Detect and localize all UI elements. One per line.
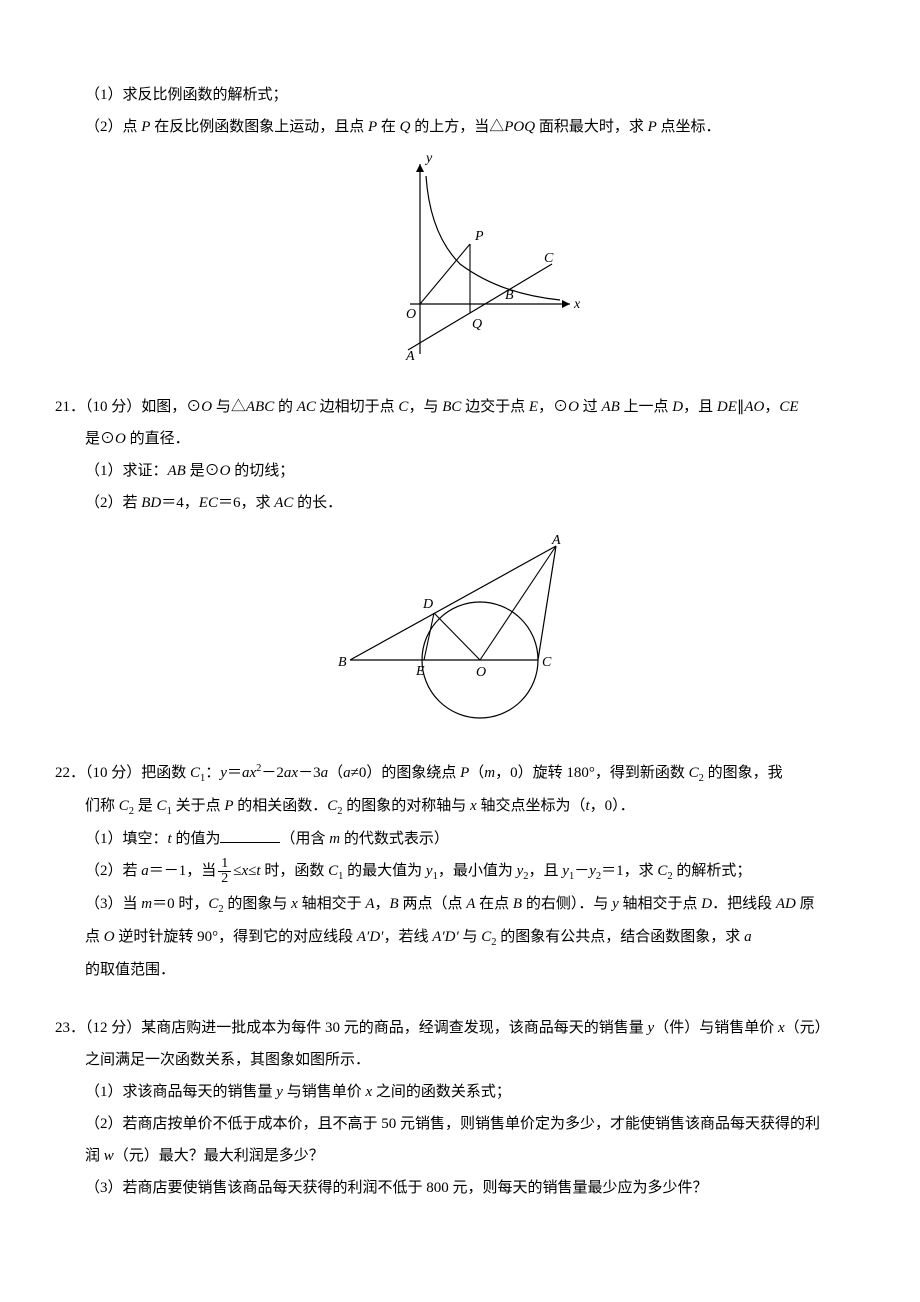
svg-text:B: B: [338, 655, 347, 670]
svg-text:E: E: [415, 664, 425, 679]
problem-22: 22．（10 分）把函数 C1：y＝ax2－2ax－3a（a≠0）的图象绕点 P…: [55, 758, 865, 985]
p23-sub2: （2）若商店按单价不低于成本价，且不高于 50 元销售，则销售单价定为多少，才能…: [55, 1109, 865, 1139]
svg-text:O: O: [476, 665, 486, 680]
svg-text:B: B: [505, 288, 514, 303]
problem-23: 23．（12 分）某商店购进一批成本为每件 30 元的商品，经调查发现，该商品每…: [55, 1013, 865, 1203]
p21-figure: A B C D E O: [55, 530, 865, 730]
p20-figure: y x O A P B C Q: [55, 154, 865, 364]
svg-text:x: x: [573, 297, 581, 312]
svg-text:A: A: [551, 533, 561, 548]
fraction-half: 12: [218, 857, 231, 886]
fill-blank: [220, 828, 280, 843]
svg-text:Q: Q: [472, 317, 482, 332]
svg-text:C: C: [542, 655, 552, 670]
p23-sub1: （1）求该商品每天的销售量 y 与销售单价 x 之间的函数关系式；: [55, 1077, 865, 1107]
p22-sub3: （3）当 m＝0 时，C2 的图象与 x 轴相交于 A，B 两点（点 A 在点 …: [55, 889, 865, 920]
svg-text:A: A: [405, 349, 415, 364]
p20-svg: y x O A P B C Q: [330, 154, 590, 364]
svg-text:O: O: [406, 307, 416, 322]
svg-text:C: C: [544, 251, 554, 266]
problem-20-continued: （1）求反比例函数的解析式； （2）点 P 在反比例函数图象上运动，且点 P 在…: [55, 80, 865, 364]
p22-sub2: （2）若 a＝－1，当12≤x≤t 时，函数 C1 的最大值为 y1，最小值为 …: [55, 856, 865, 887]
svg-text:y: y: [424, 154, 433, 166]
p22-head: 22．（10 分）把函数 C1：y＝ax2－2ax－3a（a≠0）的图象绕点 P…: [55, 758, 865, 789]
p23-sub3: （3）若商店要使销售该商品每天获得的利润不低于 800 元，则每天的销售量最少应…: [55, 1173, 865, 1203]
p22-sub1: （1）填空：t 的值为（用含 m 的代数式表示）: [55, 824, 865, 854]
p21-head: 21．（10 分）如图，⊙O 与△ABC 的 AC 边相切于点 C，与 BC 边…: [55, 392, 865, 422]
p23-head: 23．（12 分）某商店购进一批成本为每件 30 元的商品，经调查发现，该商品每…: [55, 1013, 865, 1043]
problem-21: 21．（10 分）如图，⊙O 与△ABC 的 AC 边相切于点 C，与 BC 边…: [55, 392, 865, 730]
p21-svg: A B C D E O: [310, 530, 610, 730]
svg-text:P: P: [474, 229, 484, 244]
svg-text:D: D: [422, 597, 433, 612]
p21-sub1: （1）求证：AB 是⊙O 的切线；: [55, 456, 865, 486]
p21-sub2: （2）若 BD＝4，EC＝6，求 AC 的长．: [55, 488, 865, 518]
p20-sub2: （2）点 P 在反比例函数图象上运动，且点 P 在 Q 的上方，当△POQ 面积…: [55, 112, 865, 142]
p20-sub1: （1）求反比例函数的解析式；: [55, 80, 865, 110]
